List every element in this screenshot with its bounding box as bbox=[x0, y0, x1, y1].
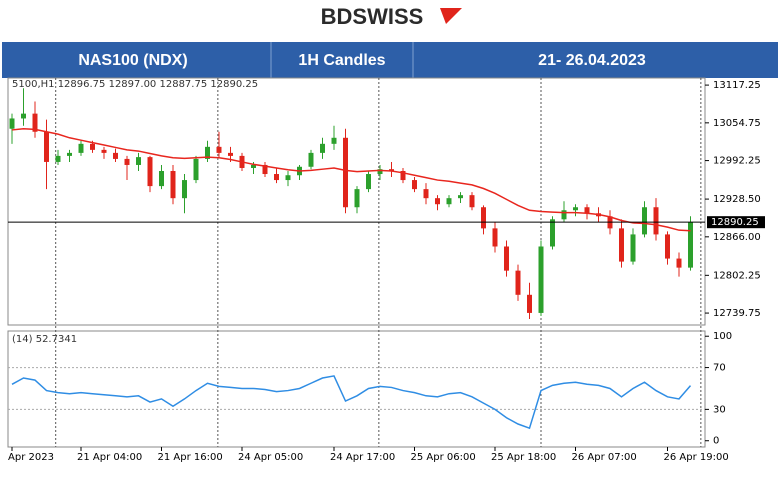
candle-body bbox=[170, 171, 176, 199]
candle-body bbox=[492, 228, 498, 247]
candle-body bbox=[228, 152, 233, 156]
candle-body bbox=[573, 207, 578, 211]
candle-body bbox=[67, 152, 72, 156]
candle-body bbox=[561, 210, 567, 220]
candle-body bbox=[400, 171, 406, 181]
candle-body bbox=[653, 207, 659, 235]
candle-body bbox=[527, 294, 532, 313]
candle-body bbox=[446, 198, 452, 205]
candle-body bbox=[285, 175, 291, 181]
candle-body bbox=[630, 234, 636, 262]
candle-body bbox=[44, 131, 49, 162]
candle-body bbox=[435, 198, 440, 205]
candle-body bbox=[9, 118, 15, 129]
candle-body bbox=[55, 155, 61, 162]
rsi-label: (14) 52.7341 bbox=[12, 334, 77, 345]
x-tick-label: 25 Apr 06:00 bbox=[411, 452, 476, 463]
main-panel bbox=[7, 77, 706, 326]
y-tick-label: 12992.25 bbox=[713, 156, 761, 167]
y-tick-label: 13054.75 bbox=[713, 118, 761, 129]
rsi-y-tick-label: 30 bbox=[713, 404, 726, 415]
header-timeframe: 1H Candles bbox=[298, 52, 385, 69]
header-dates: 21- 26.04.2023 bbox=[538, 52, 646, 69]
rsi-line bbox=[11, 375, 692, 430]
x-tick-label: 26 Apr 19:00 bbox=[664, 452, 729, 463]
x-tick-label: 21 Apr 04:00 bbox=[77, 452, 142, 463]
candle-body bbox=[366, 174, 371, 190]
x-tick-label: 25 Apr 18:00 bbox=[491, 452, 556, 463]
candle-body bbox=[550, 219, 555, 247]
candle-body bbox=[182, 180, 187, 199]
current-price-box bbox=[707, 216, 765, 229]
logo: BDSWISS bbox=[321, 4, 462, 29]
candle-body bbox=[584, 207, 590, 214]
candle-body bbox=[389, 169, 394, 172]
candle-body bbox=[343, 137, 348, 208]
candle-body bbox=[504, 246, 509, 271]
candle-body bbox=[78, 143, 84, 153]
y-tick-label: 12928.50 bbox=[713, 194, 761, 205]
y-tick-label: 12802.25 bbox=[713, 270, 761, 281]
candle-body bbox=[538, 246, 544, 313]
current-price-label: 12890.25 bbox=[711, 217, 759, 228]
rsi-y-tick-label: 100 bbox=[713, 331, 732, 342]
x-tick-label: 21 Apr 16:00 bbox=[158, 452, 223, 463]
candle-body bbox=[515, 270, 521, 295]
candle-body bbox=[481, 207, 486, 229]
candle-body bbox=[676, 258, 682, 268]
candle-body bbox=[469, 195, 475, 208]
rsi-y-tick-label: 70 bbox=[713, 363, 726, 374]
candle-body bbox=[354, 189, 360, 208]
candle-body bbox=[124, 158, 130, 165]
candle-body bbox=[147, 157, 153, 187]
candle-body bbox=[159, 171, 164, 187]
x-tick-label: Apr 2023 bbox=[8, 452, 54, 463]
rsi-y-tick-label: 0 bbox=[713, 436, 719, 447]
y-tick-label: 12866.00 bbox=[713, 232, 761, 243]
x-tick-label: 24 Apr 05:00 bbox=[238, 452, 303, 463]
candle-body bbox=[113, 152, 118, 159]
candle-body bbox=[308, 152, 314, 167]
candle-body bbox=[193, 158, 199, 181]
rsi-panel bbox=[7, 330, 706, 448]
candle-body bbox=[331, 137, 337, 144]
candle-body bbox=[412, 180, 417, 190]
candle-body bbox=[688, 222, 693, 268]
candle-body bbox=[320, 143, 325, 153]
moving-average bbox=[11, 127, 691, 232]
y-tick-label: 13117.25 bbox=[713, 80, 761, 91]
candle-body bbox=[274, 174, 279, 181]
logo-text: BDSWISS bbox=[321, 4, 424, 29]
x-tick-label: 24 Apr 17:00 bbox=[330, 452, 395, 463]
candle-body bbox=[423, 189, 429, 199]
candle-body bbox=[619, 228, 624, 262]
x-tick-label: 26 Apr 07:00 bbox=[572, 452, 637, 463]
candle-body bbox=[262, 164, 268, 175]
logo-arrow bbox=[440, 8, 462, 24]
candle-body bbox=[216, 146, 222, 153]
info-text: 5100,H1 12896.75 12897.00 12887.75 12890… bbox=[12, 79, 258, 90]
candle-body bbox=[21, 113, 26, 119]
candle-body bbox=[642, 207, 647, 235]
header-symbol: NAS100 (NDX) bbox=[78, 52, 187, 69]
candle-body bbox=[251, 164, 256, 168]
candle-body bbox=[458, 195, 463, 199]
candle-body bbox=[205, 146, 210, 159]
header-bar bbox=[2, 42, 778, 78]
candle-body bbox=[90, 143, 95, 150]
candle-body bbox=[377, 169, 383, 175]
candle-body bbox=[136, 157, 141, 165]
candle-body bbox=[665, 234, 670, 259]
candle-body bbox=[32, 113, 38, 132]
candle-body bbox=[101, 149, 107, 153]
y-tick-label: 12739.75 bbox=[713, 308, 761, 319]
